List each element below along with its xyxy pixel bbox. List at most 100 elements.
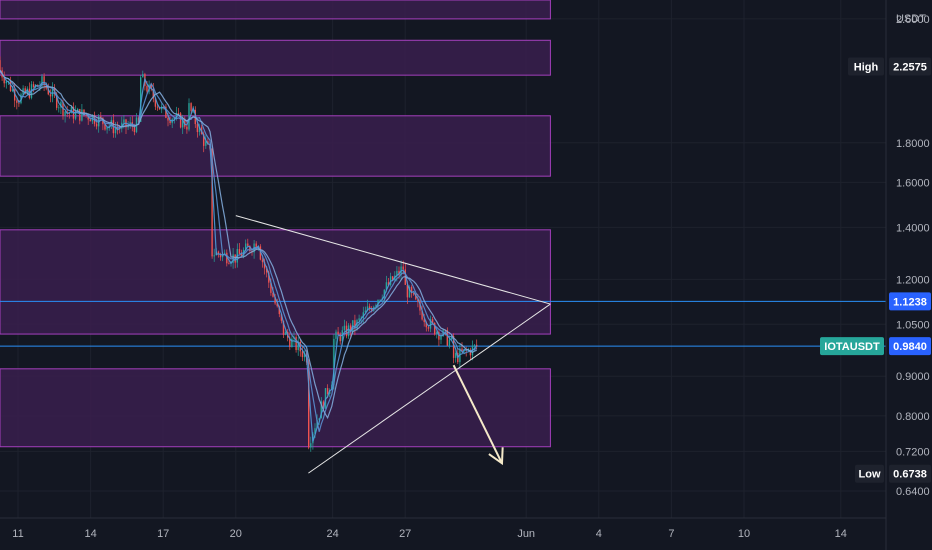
candle-body [89,119,91,122]
candle-body [347,325,350,337]
candle-body [364,310,367,313]
price-tick-label: 1.6000 [896,177,930,189]
candle-body [47,88,49,95]
candle-body [104,124,106,130]
zone-rect [0,39,551,76]
candle-body [473,344,476,346]
price-tick-label: 0.8000 [896,411,930,423]
candle-body [224,252,226,254]
candle-body [421,310,423,320]
currency-label: USDT [896,13,926,25]
candle-body [339,334,341,342]
candle-body [383,289,385,299]
candle-body [41,76,43,86]
candle-body [402,266,404,270]
candle-body [335,331,337,339]
time-tick-label: 17 [157,528,169,540]
candle-body [60,102,62,108]
zone-rect [0,0,551,20]
horizontal-price-lines [0,300,886,347]
candle-body [326,388,329,395]
candle-body [83,109,85,115]
support-resistance-zones [0,0,551,448]
moving-average-line [0,69,477,432]
candle-body [184,118,186,127]
candle-body [392,276,394,281]
trendline [308,303,551,474]
candle-body [203,134,205,146]
candle-body [366,306,369,311]
price-tick-label: 0.7200 [896,446,930,458]
high-tag-label: High [854,61,879,73]
candle-body [427,327,430,329]
candle-body [419,301,421,311]
candle-body [240,253,243,257]
candle-body [100,116,102,118]
time-tick-label: 11 [12,528,23,540]
low-tag-value-bg [889,464,931,483]
zone-rect [0,368,551,448]
candle-body [268,272,270,283]
time-axis-ticks: 11 14 17 20 24 27 Jun 4 7 10 14 [12,528,847,540]
candle-body [291,338,293,348]
candle-body [51,88,54,97]
price-tags: High 2.2575 1.1238 IOTAUSDT 0.9840 Low 0.6738 [820,57,931,483]
low-tag-value: 0.6738 [893,469,927,481]
candle-body [95,123,98,127]
candle-body [461,348,463,352]
candle-body [245,243,247,250]
candle-body [123,119,125,123]
candle-body [74,111,77,119]
candle-body [263,262,266,269]
candle-body [350,325,352,333]
current-price-tag-value: 0.9840 [893,341,927,353]
price-axis[interactable] [886,0,932,550]
time-tick-label: 20 [230,528,242,540]
candle-body [274,296,276,304]
candle-body [354,320,356,329]
moving-average-line [0,69,477,420]
candle-body [85,114,87,116]
candle-body [255,243,257,249]
candle-body [276,303,278,307]
candle-body [32,84,35,88]
candle-body [192,109,194,111]
drawings [235,215,551,474]
moving-averages [0,69,478,442]
high-tag-label-bg [848,57,884,76]
candle-body [58,107,60,109]
candle-body [79,108,81,121]
candle-body [297,341,299,350]
candle-body [167,117,169,121]
candle-body [266,268,268,273]
candle-body [213,255,215,257]
price-tick-label: 0.6400 [896,486,930,498]
time-tick-label: 14 [84,528,96,540]
low-tag-label-bg [855,464,884,483]
candle-body [175,113,178,119]
candle-body [68,113,70,114]
price-tick-label: 1.4000 [896,222,930,234]
candle-body [429,319,432,329]
candle-body [24,88,26,94]
candle-body [186,126,188,130]
candle-body [425,322,427,328]
down-arrow-shaft [452,364,503,464]
candle-body [142,74,144,78]
candle-body [5,81,7,84]
candle-body [410,287,413,294]
time-tick-label: 7 [668,528,674,540]
candle-body [114,128,117,134]
candle-body [434,322,436,335]
time-tick-label: 14 [835,528,847,540]
candle-body [211,148,213,257]
low-tag-label: Low [859,469,881,481]
candle-body [358,318,360,321]
candle-body [56,94,58,108]
candle-body [165,106,167,118]
price-tick-label: 1.8000 [896,138,930,150]
candle-body [295,336,297,350]
candle-body [152,88,154,99]
current-price-tag-label-bg [820,337,884,356]
